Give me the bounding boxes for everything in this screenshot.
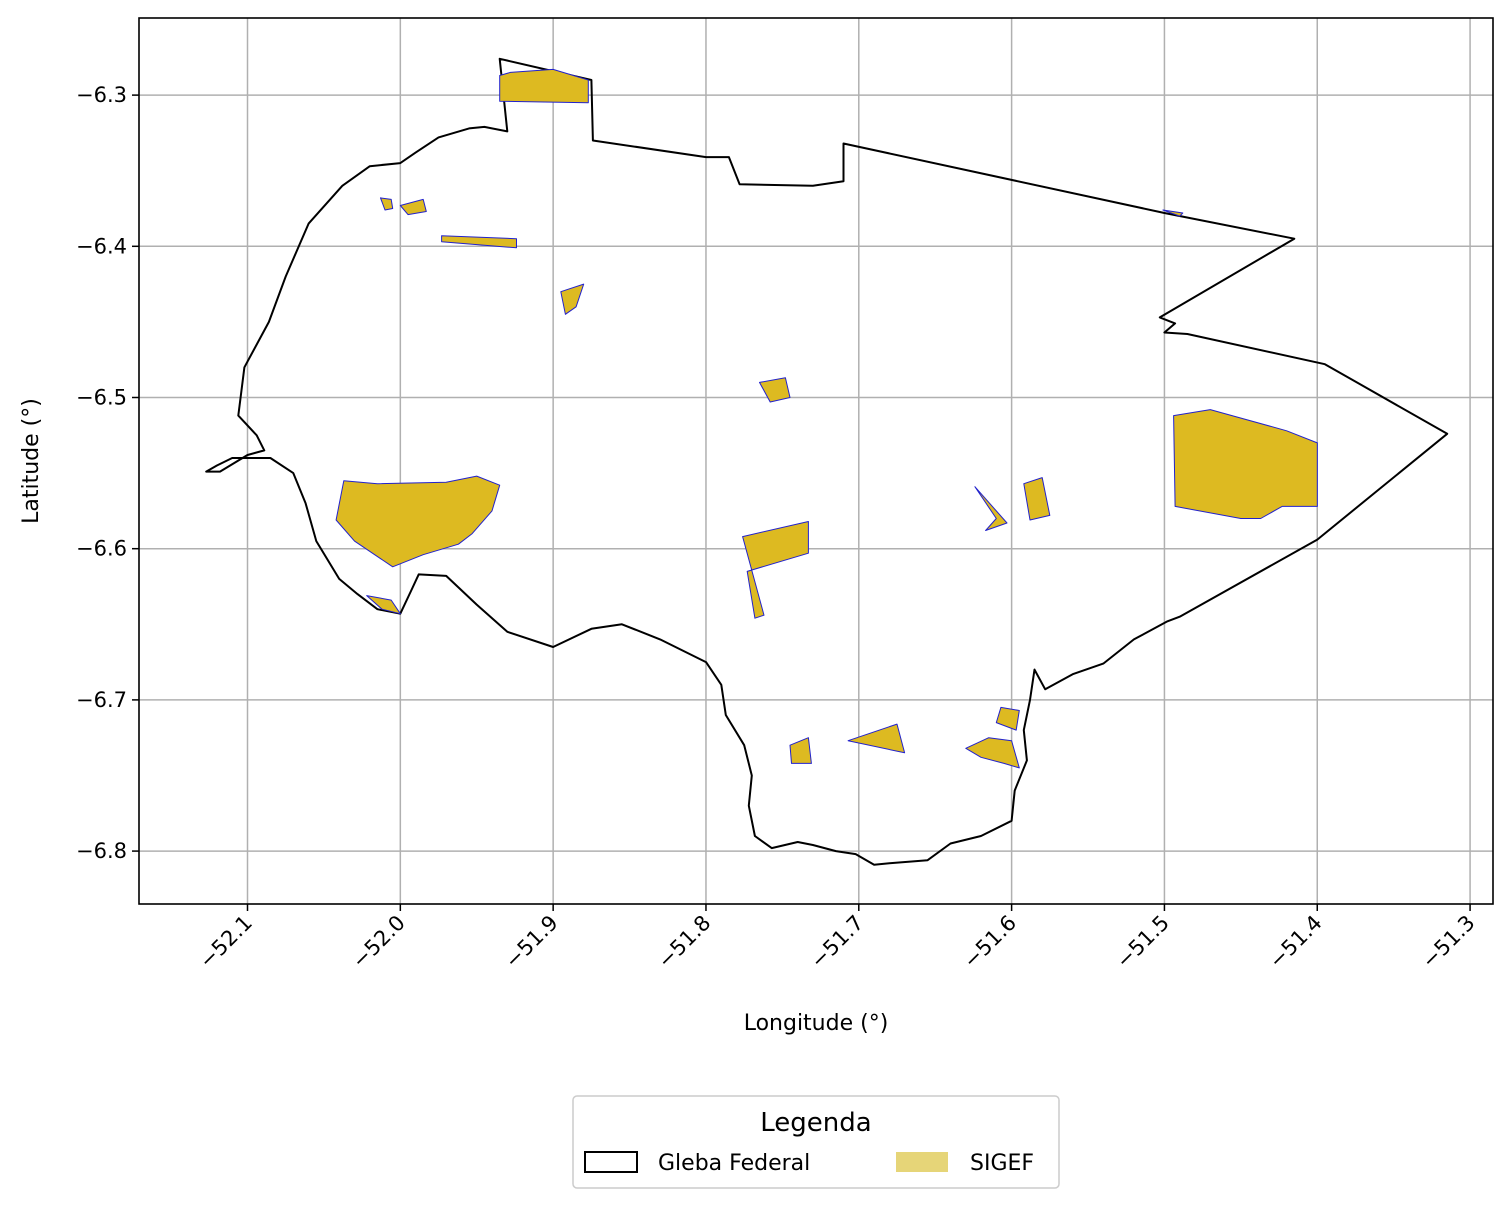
sigef-polygon-14 [965,737,1020,769]
sigef-polygon-12 [789,737,812,764]
sigef-polygon-4 [560,283,585,315]
sigef-polygon-5 [759,377,791,403]
legend-title: Legenda [760,1108,871,1138]
sigef-polygon-7 [335,475,501,568]
x-axis-title: Longitude (°) [744,1011,889,1036]
sigef-polygon-1 [380,197,394,211]
legend-label-gleba-federal: Gleba Federal [658,1151,810,1176]
sigef-polygon-3 [441,235,517,249]
legend-label-sigef: SIGEF [970,1151,1034,1176]
y-axis-title: Latitude (°) [19,398,44,524]
y-tick-label-5: −6.8 [76,839,127,863]
gridlines [139,18,1493,904]
legend-swatch-sigef [896,1152,948,1172]
y-tick-label-4: −6.7 [76,688,127,712]
sigef-polygon-9 [742,521,809,619]
y-tick-label-2: −6.5 [76,385,127,409]
sigef-polygon-11 [1023,477,1051,521]
axes-frame [138,17,1494,905]
sigef-polygon-16 [1162,209,1184,217]
sigef-polygon-8 [366,595,401,615]
series-sigef [335,68,1318,769]
series-gleba-federal [205,57,1449,866]
y-tick-label-1: −6.4 [76,234,127,258]
sigef-polygon-13 [847,723,906,754]
y-tick-label-0: −6.3 [76,83,127,107]
sigef-polygon-0 [499,68,589,104]
legend-swatch-gleba-federal [584,1151,638,1173]
sigef-polygon-6 [1173,409,1318,519]
legend: Legenda Gleba Federal SIGEF [572,1095,1060,1189]
y-axis-ticks: −6.3 −6.4 −6.5 −6.6 −6.7 −6.8 [76,83,139,863]
sigef-polygon-10 [974,486,1008,531]
sigef-polygon-2 [399,198,427,216]
y-tick-label-3: −6.6 [76,537,127,561]
sigef-polygon-15 [995,706,1020,731]
gleba-federal-polygon-0 [205,57,1449,866]
